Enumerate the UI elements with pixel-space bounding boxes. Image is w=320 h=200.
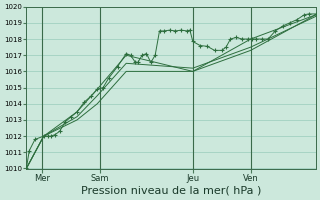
X-axis label: Pression niveau de la mer( hPa ): Pression niveau de la mer( hPa ): [81, 186, 261, 196]
